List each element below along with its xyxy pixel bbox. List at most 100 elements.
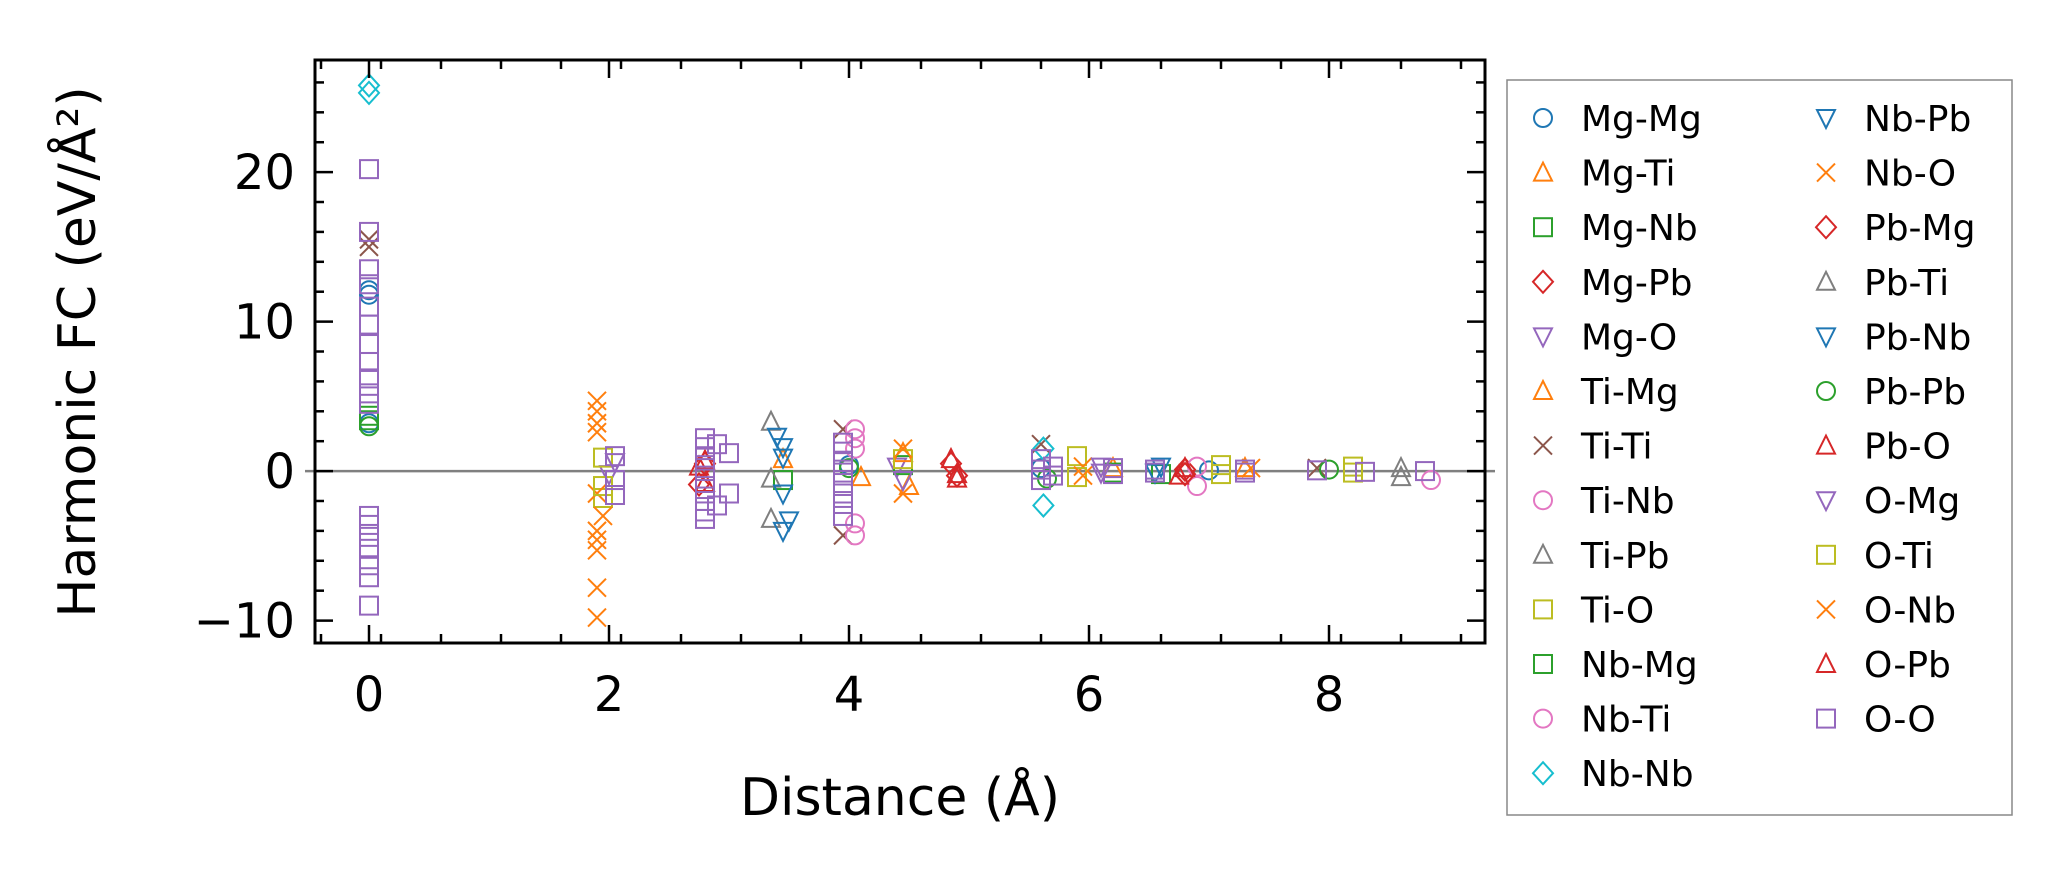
data-point-nb-o [587, 521, 607, 541]
scatter-points [357, 72, 1441, 628]
data-point-mg-o [1090, 463, 1112, 485]
data-point-o-o [1031, 459, 1051, 480]
legend-marker-ti-pb [1532, 542, 1554, 564]
legend-item-ti-mg: Ti-Mg [1532, 372, 1679, 413]
legend-label: O-Nb [1864, 590, 1956, 631]
data-point-ti-ti [359, 229, 379, 250]
data-point-o-o [695, 447, 715, 468]
plot-frame [313, 58, 1487, 645]
data-point-o-o [695, 468, 715, 489]
data-point-nb-nb [357, 80, 381, 106]
data-point-o-o [359, 274, 379, 295]
legend-label: Mg-Ti [1581, 154, 1675, 195]
data-point-o-o [359, 555, 379, 576]
data-point-o-o [833, 505, 853, 526]
data-point-o-o [605, 485, 625, 506]
data-point-o-o [1355, 461, 1375, 482]
legend-label: Pb-O [1864, 427, 1951, 468]
y-tick-label: 10 [234, 295, 295, 351]
data-point-o-ti [1067, 467, 1087, 488]
data-point-pb-o [946, 466, 968, 488]
data-point-o-o [359, 159, 379, 180]
legend-marker-mg-o [1532, 327, 1554, 349]
data-point-o-o [695, 458, 715, 479]
legend-item-mg-nb: Mg-Nb [1533, 208, 1698, 249]
data-point-o-o [359, 221, 379, 242]
legend-marker-pb-ti [1815, 269, 1837, 291]
data-point-o-nb [1241, 458, 1261, 478]
legend-marker-ti-ti [1533, 435, 1553, 456]
data-point-o-mg [892, 471, 914, 493]
data-point-o-ti [893, 449, 913, 470]
legend-item-ti-pb: Ti-Pb [1532, 536, 1669, 577]
data-point-o-o [719, 483, 739, 504]
data-point-pb-o [940, 446, 962, 469]
legend-item-mg-mg: Mg-Mg [1533, 99, 1702, 140]
data-point-ti-pb [760, 506, 782, 528]
data-point-o-o [695, 479, 715, 500]
legend-label: Nb-Ti [1581, 700, 1671, 741]
data-point-o-o [695, 501, 715, 522]
data-point-o-o [1031, 470, 1051, 491]
data-point-o-o [359, 351, 379, 372]
x-tick-label: 6 [1074, 667, 1105, 723]
data-point-o-mg [604, 453, 626, 475]
y-tick-labels: −10 0 10 20 [194, 145, 295, 649]
data-point-o-o [695, 508, 715, 529]
legend-item-mg-pb: Mg-Pb [1531, 263, 1692, 304]
data-point-nb-pb [772, 521, 794, 544]
data-point-pb-pb [839, 458, 859, 479]
legend-label: Nb-O [1864, 154, 1956, 195]
data-point-o-nb [593, 506, 613, 526]
legend-label: Pb-Mg [1864, 208, 1975, 249]
data-point-mg-ti [850, 464, 872, 487]
data-point-o-o [359, 334, 379, 355]
data-point-mg-mg [1199, 460, 1219, 481]
legend-label: Nb-Mg [1581, 645, 1698, 686]
data-point-nb-pb [772, 438, 794, 460]
data-point-o-o [1103, 464, 1123, 485]
legend-label: Mg-Pb [1581, 263, 1692, 304]
legend-item-o-ti: O-Ti [1816, 536, 1934, 577]
legend-marker-nb-nb [1531, 760, 1555, 786]
data-point-nb-nb [357, 72, 381, 98]
data-point-ti-nb [845, 513, 865, 534]
data-point-o-o [1415, 461, 1435, 482]
data-point-nb-pb [766, 427, 788, 449]
data-point-o-o [1307, 460, 1327, 481]
legend-item-nb-ti: Nb-Ti [1533, 700, 1671, 741]
data-point-nb-mg [359, 410, 379, 431]
legend-label: O-Pb [1864, 645, 1951, 686]
data-point-nb-o [587, 422, 607, 442]
legend-label: Nb-Pb [1864, 99, 1971, 140]
legend-item-pb-ti: Pb-Ti [1815, 263, 1949, 304]
legend-label: Mg-Mg [1581, 99, 1702, 140]
data-point-o-o [1031, 449, 1051, 470]
legend: Mg-Mg Mg-Ti Mg-Nb Mg-Pb Mg-O Ti-Mg Ti-Ti Ti-Nb T… [1506, 79, 2013, 816]
legend-frame [1506, 79, 2013, 816]
data-point-nb-pb [778, 511, 800, 533]
legend-label: Mg-O [1581, 317, 1677, 358]
legend-marker-mg-nb [1533, 217, 1553, 238]
data-point-nb-o [587, 483, 607, 504]
data-point-o-o [359, 595, 379, 616]
axis-ticks [315, 60, 1485, 643]
x-tick-label: 4 [834, 667, 865, 723]
data-point-o-o [359, 383, 379, 404]
x-tick-label: 0 [354, 667, 385, 723]
data-point-o-ti [1211, 464, 1231, 485]
data-point-o-o [833, 441, 853, 462]
legend-label: Ti-Mg [1580, 372, 1679, 413]
data-point-o-o [1043, 465, 1063, 486]
legend-item-nb-mg: Nb-Mg [1533, 645, 1698, 686]
legend-item-pb-o: Pb-O [1815, 427, 1951, 468]
legend-label: Pb-Nb [1864, 317, 1971, 358]
legend-marker-mg-mg [1533, 108, 1553, 128]
legend-item-o-pb: O-Pb [1815, 645, 1951, 686]
data-point-o-pb [946, 461, 968, 484]
data-point-nb-nb [1032, 492, 1055, 518]
x-axis-title: Distance (Å) [740, 766, 1060, 828]
data-point-o-o [695, 437, 715, 458]
legend-label: Ti-Pb [1580, 536, 1669, 577]
